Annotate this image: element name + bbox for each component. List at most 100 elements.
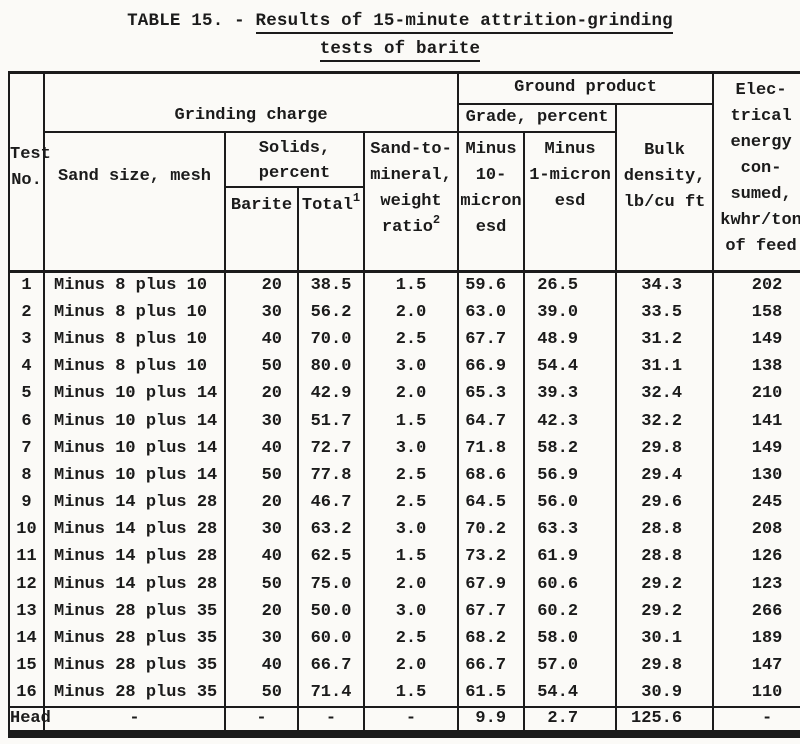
table-cell: 16 xyxy=(8,679,45,707)
table-cell: 50 xyxy=(224,679,299,707)
table-cell: 3 xyxy=(8,325,45,354)
table-cell: 31.1 xyxy=(615,353,715,381)
header-row-1: Test No. Grinding charge Ground product … xyxy=(8,71,800,273)
table-cell: 63.2 xyxy=(297,516,365,544)
table-cell: 6 xyxy=(8,407,45,435)
table-cell: 11 xyxy=(8,543,45,571)
attrition-grinding-results-table: Test No. Grinding charge Ground product … xyxy=(8,71,800,738)
table-cell: 32.4 xyxy=(615,380,715,408)
table-cell: 189 xyxy=(712,624,800,653)
table-cell: 70.2 xyxy=(457,516,526,544)
table-cell: 149 xyxy=(712,434,800,462)
group-header-solids-percent: Solids, percent xyxy=(224,130,365,188)
table-cell: 30 xyxy=(224,624,299,653)
table-cell: Minus 14 plus 28 xyxy=(43,570,226,598)
table-cell: Minus 8 plus 10 xyxy=(43,298,226,326)
table-title-line2: tests of barite xyxy=(0,35,800,63)
table-cell: 68.2 xyxy=(457,624,526,653)
table-cell: 8 xyxy=(8,461,45,489)
table-cell: 34.3 xyxy=(615,269,715,299)
table-cell: 28.8 xyxy=(615,543,715,571)
table-title-text-line1: Results of 15-minute attrition-grinding xyxy=(255,11,673,34)
table-cell: 40 xyxy=(224,325,299,354)
table-cell: 210 xyxy=(712,380,800,408)
group-header-grinding-charge: Grinding charge xyxy=(42,71,460,133)
table-cell: 38.5 xyxy=(297,269,365,299)
table-cell: 14 xyxy=(8,624,45,653)
table-cell: 1.5 xyxy=(362,543,460,571)
table-cell: 72.7 xyxy=(297,434,365,462)
col-header-minus-1-micron: Minus 1-micron esd xyxy=(523,130,618,273)
table-cell: Minus 10 plus 14 xyxy=(43,434,226,462)
table-cell: 141 xyxy=(712,407,800,435)
table-cell: 75.0 xyxy=(297,570,365,598)
table-cell: 80.0 xyxy=(297,353,365,381)
table-cell: 1.5 xyxy=(362,679,460,707)
table-cell: 54.4 xyxy=(523,353,618,381)
table-cell: 42.9 xyxy=(297,380,365,408)
table-cell: 29.2 xyxy=(615,597,715,625)
table-row: 10 Minus 14 plus 28 30 63.2 3.0 70.2 63.3 28.8 2… xyxy=(8,516,800,544)
table-cell: - xyxy=(297,705,365,734)
table-cell: 58.0 xyxy=(523,624,618,653)
table-cell: 30 xyxy=(224,407,299,435)
table-cell: 9.9 xyxy=(457,705,526,734)
table-number: TABLE 15. - xyxy=(127,11,256,31)
table-title: TABLE 15. - Results of 15-minute attriti… xyxy=(0,0,800,63)
table-cell: 29.8 xyxy=(615,434,715,462)
total-word: Total xyxy=(301,195,353,215)
col-header-sand-size: Sand size, mesh xyxy=(43,130,226,273)
table-cell: 110 xyxy=(712,679,800,707)
ratio-word: ratio xyxy=(381,217,433,237)
table-cell: 2.0 xyxy=(362,570,460,598)
table-cell: 30.9 xyxy=(615,679,715,707)
table-row: 2 Minus 8 plus 10 30 56.2 2.0 63.0 39.0 33.5 158 xyxy=(8,298,800,326)
table-cell: 20 xyxy=(224,597,299,625)
table-cell: 65.3 xyxy=(457,380,526,408)
table-cell: Minus 14 plus 28 xyxy=(43,489,226,517)
table-row: 4 Minus 8 plus 10 50 80.0 3.0 66.9 54.4 31.1 138 xyxy=(8,353,800,381)
table-cell: 56.9 xyxy=(523,461,618,489)
table-cell: 57.0 xyxy=(523,652,618,680)
table-cell: 20 xyxy=(224,269,299,299)
table-row: 1 Minus 8 plus 10 20 38.5 1.5 59.6 26.5 34.3 202 xyxy=(8,269,800,299)
table-cell: Minus 14 plus 28 xyxy=(43,516,226,544)
table-cell: 3.0 xyxy=(362,516,460,544)
table-cell: 66.7 xyxy=(457,652,526,680)
table-cell: Minus 10 plus 14 xyxy=(43,461,226,489)
table-cell: 73.2 xyxy=(457,543,526,571)
table-cell: 126 xyxy=(712,543,800,571)
table-cell: 40 xyxy=(224,652,299,680)
table-cell: 1.5 xyxy=(362,407,460,435)
col-header-barite: Barite xyxy=(224,185,299,273)
group-header-ground-product: Ground product xyxy=(457,71,715,105)
table-cell: 71.8 xyxy=(457,434,526,462)
table-cell: 3.0 xyxy=(362,353,460,381)
table-cell: 266 xyxy=(712,597,800,625)
table-cell: 39.3 xyxy=(523,380,618,408)
table-cell: 147 xyxy=(712,652,800,680)
table-cell: 48.9 xyxy=(523,325,618,354)
table-cell: 77.8 xyxy=(297,461,365,489)
table-row: 16 Minus 28 plus 35 50 71.4 1.5 61.5 54.4 30.9 1… xyxy=(8,679,800,707)
table-cell: 149 xyxy=(712,325,800,354)
table-cell: 2.5 xyxy=(362,461,460,489)
table-row: 15 Minus 28 plus 35 40 66.7 2.0 66.7 57.0 29.8 1… xyxy=(8,652,800,680)
col-header-electrical-energy: Elec- trical energy con- sumed, kwhr/ton… xyxy=(712,71,800,273)
table-cell: 30 xyxy=(224,516,299,544)
table-cell: 33.5 xyxy=(615,298,715,326)
table-cell: 1 xyxy=(8,269,45,299)
table-row: 14 Minus 28 plus 35 30 60.0 2.5 68.2 58.0 30.1 1… xyxy=(8,624,800,653)
table-row: Head - - - -9.9 2.7 125.6- xyxy=(8,705,800,734)
header-row-3: Sand size, mesh Solids, percent Sand-to-… xyxy=(9,130,800,273)
table-cell: 2.5 xyxy=(362,489,460,517)
table-cell: 30.1 xyxy=(615,624,715,653)
table-row: 8 Minus 10 plus 14 50 77.8 2.5 68.6 56.9 29.4 13… xyxy=(8,461,800,489)
table-cell: 2.0 xyxy=(362,380,460,408)
header-row-4: Barite Total1 xyxy=(9,185,800,273)
table-cell: 202 xyxy=(712,269,800,299)
table-cell: 208 xyxy=(712,516,800,544)
table-cell: 4 xyxy=(8,353,45,381)
table-cell: Minus 28 plus 35 xyxy=(43,652,226,680)
table-cell: - xyxy=(43,705,226,734)
